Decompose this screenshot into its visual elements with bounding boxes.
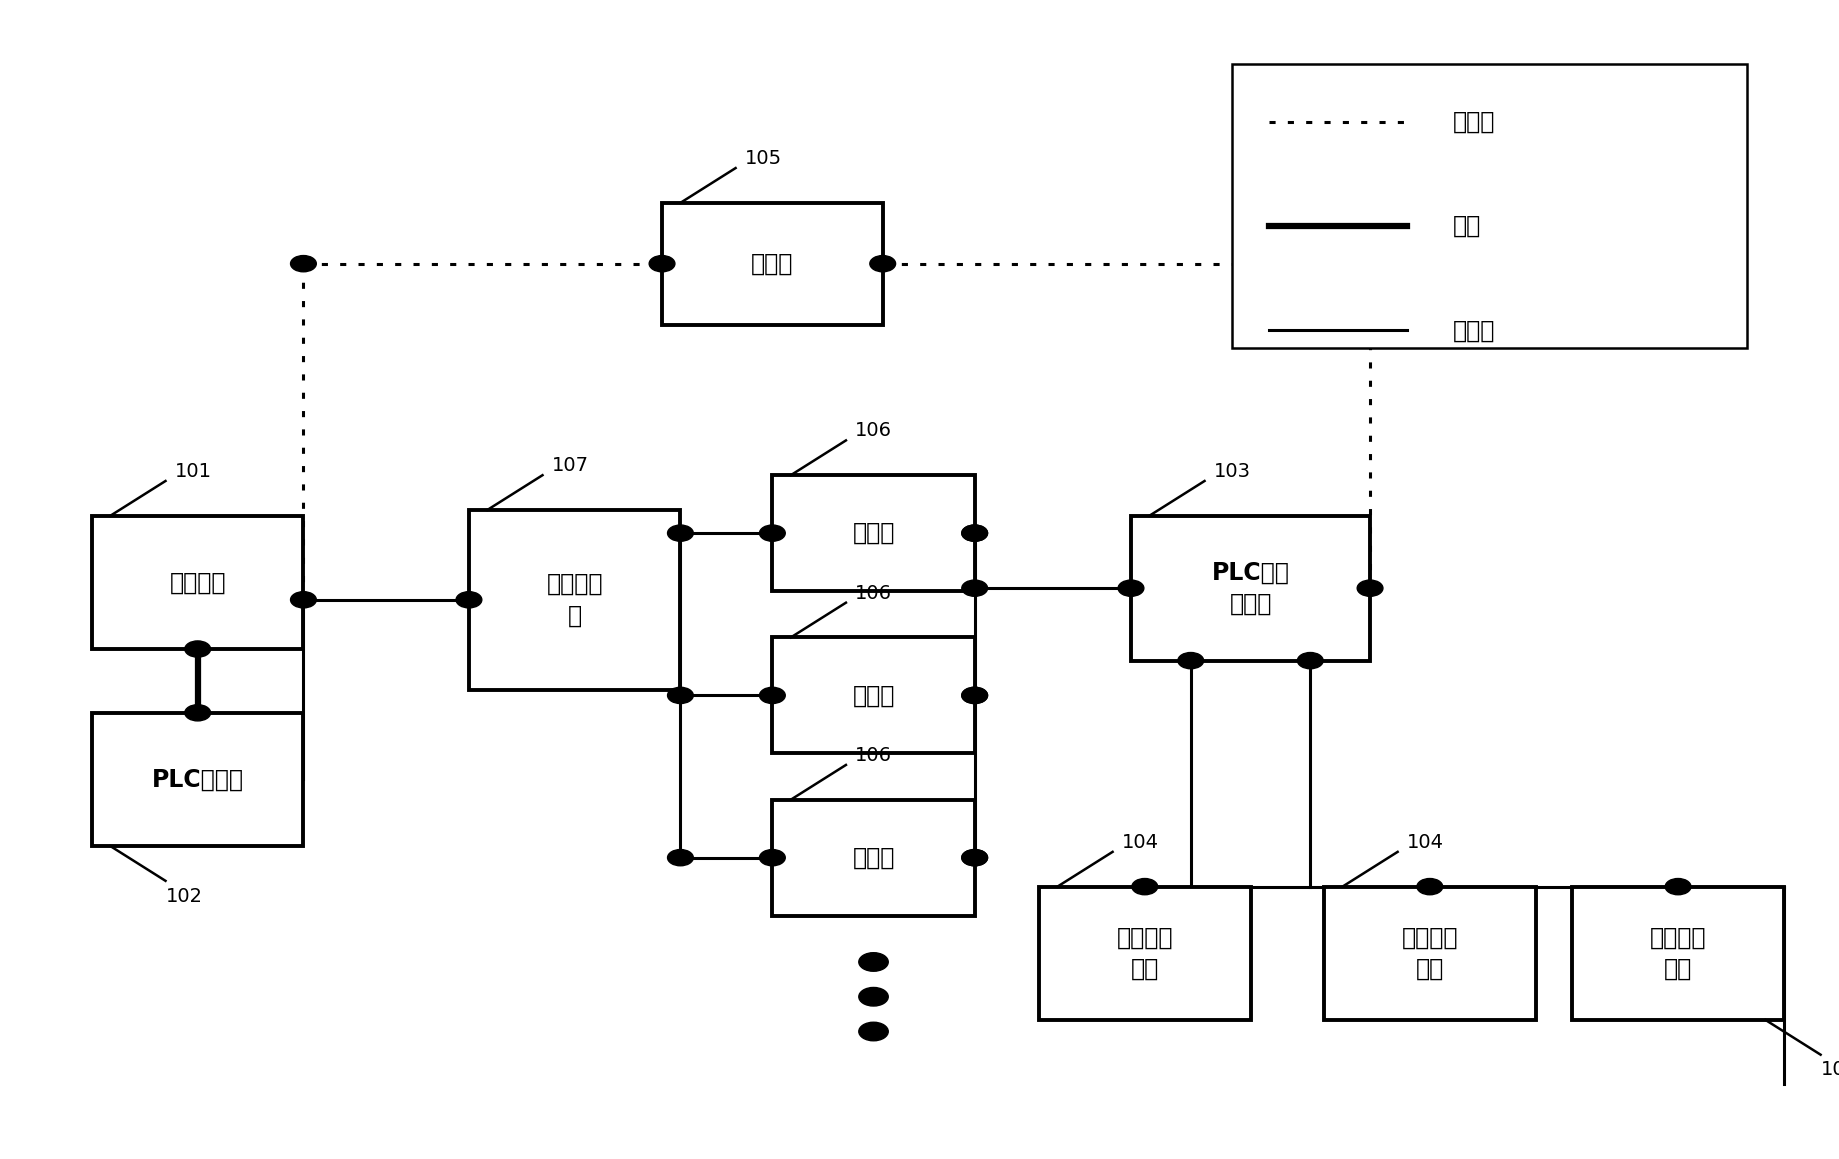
Text: 104: 104 bbox=[1821, 1060, 1839, 1079]
Circle shape bbox=[1256, 322, 1282, 338]
Circle shape bbox=[291, 256, 316, 271]
Bar bbox=[1232, 64, 1747, 348]
Text: 电能表: 电能表 bbox=[851, 684, 896, 707]
Bar bbox=[772, 800, 975, 916]
Text: 104: 104 bbox=[1122, 833, 1159, 852]
Text: 光缆: 光缆 bbox=[1453, 214, 1480, 238]
Text: PLC桥集器: PLC桥集器 bbox=[151, 767, 245, 792]
Bar bbox=[92, 516, 303, 649]
Text: 电能表: 电能表 bbox=[851, 522, 896, 545]
Circle shape bbox=[859, 987, 888, 1006]
Text: 104: 104 bbox=[1407, 833, 1444, 852]
Text: PLC调制
解调器: PLC调制 解调器 bbox=[1212, 561, 1289, 615]
Circle shape bbox=[668, 687, 693, 704]
Text: 终端用户
设备: 终端用户 设备 bbox=[1116, 926, 1173, 981]
Text: 单元配电
筱: 单元配电 筱 bbox=[546, 573, 603, 627]
Circle shape bbox=[1664, 879, 1690, 895]
Circle shape bbox=[1296, 653, 1324, 669]
Text: 电力线: 电力线 bbox=[1453, 319, 1495, 342]
Bar bbox=[772, 637, 975, 753]
Circle shape bbox=[760, 687, 785, 704]
Circle shape bbox=[962, 850, 988, 866]
Text: 106: 106 bbox=[855, 746, 892, 765]
Circle shape bbox=[1131, 879, 1159, 895]
Text: 终端用户
设备: 终端用户 设备 bbox=[1650, 926, 1707, 981]
Circle shape bbox=[962, 525, 988, 541]
Circle shape bbox=[962, 687, 988, 704]
Circle shape bbox=[1416, 879, 1442, 895]
Text: 103: 103 bbox=[1214, 462, 1251, 481]
Circle shape bbox=[760, 850, 785, 866]
Circle shape bbox=[668, 850, 693, 866]
Circle shape bbox=[1357, 580, 1383, 596]
Circle shape bbox=[1118, 580, 1144, 596]
Circle shape bbox=[1394, 218, 1420, 234]
Circle shape bbox=[962, 525, 988, 541]
Bar bbox=[1039, 887, 1251, 1020]
Circle shape bbox=[859, 953, 888, 971]
Text: 耦合线: 耦合线 bbox=[1453, 110, 1495, 133]
Text: 106: 106 bbox=[855, 422, 892, 440]
Text: 终端用户
设备: 终端用户 设备 bbox=[1401, 926, 1458, 981]
Text: 电能表: 电能表 bbox=[851, 846, 896, 869]
Circle shape bbox=[1177, 653, 1203, 669]
Bar bbox=[1572, 887, 1784, 1020]
Circle shape bbox=[760, 525, 785, 541]
Text: 汇聚设备: 汇聚设备 bbox=[169, 570, 226, 595]
Circle shape bbox=[291, 591, 316, 607]
Circle shape bbox=[456, 591, 482, 607]
Circle shape bbox=[962, 850, 988, 866]
Circle shape bbox=[1256, 114, 1282, 130]
Text: 106: 106 bbox=[855, 584, 892, 603]
Text: 102: 102 bbox=[166, 887, 202, 905]
Bar bbox=[469, 510, 680, 690]
Text: 中继器: 中继器 bbox=[750, 252, 794, 276]
Bar bbox=[92, 713, 303, 846]
Circle shape bbox=[870, 256, 896, 271]
Circle shape bbox=[649, 256, 675, 271]
Circle shape bbox=[184, 705, 211, 721]
Circle shape bbox=[184, 641, 211, 657]
Bar bbox=[1324, 887, 1536, 1020]
Circle shape bbox=[668, 525, 693, 541]
Circle shape bbox=[1394, 114, 1420, 130]
Bar bbox=[1131, 516, 1370, 661]
Circle shape bbox=[1357, 256, 1383, 271]
Circle shape bbox=[962, 687, 988, 704]
Text: 107: 107 bbox=[552, 457, 588, 475]
Circle shape bbox=[962, 580, 988, 596]
Circle shape bbox=[859, 1022, 888, 1041]
Circle shape bbox=[1394, 322, 1420, 338]
Bar bbox=[772, 475, 975, 591]
Text: 101: 101 bbox=[175, 462, 211, 481]
Text: 105: 105 bbox=[745, 150, 782, 168]
Circle shape bbox=[1256, 218, 1282, 234]
Bar bbox=[662, 203, 883, 325]
